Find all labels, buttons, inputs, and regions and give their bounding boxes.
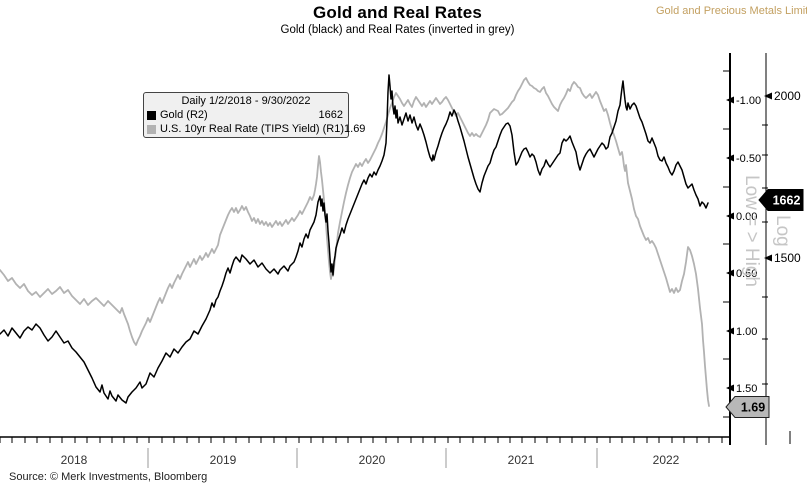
legend-real-rate-value: 1.69 [344, 123, 366, 135]
r1-tick-arrow-icon [726, 154, 734, 162]
r1-tick-label: 1.50 [736, 383, 757, 395]
real-rate-line-series [0, 77, 710, 407]
r1-tick-label: 0.00 [736, 211, 757, 223]
gold-last-value-badge-text: 1662 [773, 194, 801, 208]
legend-gold-label: Gold (R2) [160, 109, 208, 121]
r1-axis-caption-low-high: Low = > High [741, 175, 762, 287]
r1-tick-label: -0.50 [736, 153, 761, 165]
legend-real-rate-label: U.S. 10yr Real Rate (TIPS Yield) (R1) [160, 123, 345, 135]
r2-tick-label: 2000 [774, 89, 801, 103]
real-rate-swatch-icon [147, 124, 156, 134]
r1-tick-label: 0.50 [736, 268, 757, 280]
legend-gold-value: 1662 [318, 109, 343, 121]
legend-period: Daily 1/2/2018 - 9/30/2022 [181, 95, 311, 107]
real-rate-last-value-badge-text: 1.69 [741, 401, 765, 415]
x-axis-year-label: 2019 [210, 453, 237, 467]
source-attribution: Source: © Merk Investments, Bloomberg [9, 471, 208, 483]
r1-tick-label: -1.00 [736, 95, 761, 107]
watermark-text: Gold and Precious Metals Limited [656, 5, 807, 17]
gold-last-value-badge [758, 189, 804, 211]
r1-tick-arrow-icon [726, 269, 734, 277]
r1-tick-label: 1.00 [736, 326, 757, 338]
x-axis-year-label: 2018 [61, 453, 88, 467]
legend-box: Daily 1/2/2018 - 9/30/2022 Gold (R2) 166… [143, 92, 365, 138]
r2-axis-caption-log: Log [772, 215, 793, 247]
page-title: Gold and Real Rates [312, 3, 483, 22]
r2-tick-arrow-icon [764, 254, 772, 262]
legend-row-real-rate: U.S. 10yr Real Rate (TIPS Yield) (R1) 1.… [144, 122, 365, 136]
x-axis-year-label: 2021 [508, 453, 535, 467]
gold-swatch-icon [147, 110, 156, 120]
r1-tick-arrow-icon [726, 96, 734, 104]
gold-line-series [0, 74, 709, 404]
real-rate-last-value-badge [725, 396, 770, 418]
x-axis-year-label: 2020 [359, 453, 386, 467]
legend-row-gold: Gold (R2) 1662 [144, 108, 348, 122]
r1-tick-arrow-icon [726, 384, 734, 392]
r1-tick-arrow-icon [726, 327, 734, 335]
r2-tick-arrow-icon [764, 92, 772, 100]
x-axis-year-label: 2022 [653, 453, 680, 467]
chart-subtitle: Gold (black) and Real Rates (inverted in… [280, 24, 515, 36]
r1-tick-arrow-icon [726, 212, 734, 220]
r2-tick-label: 1500 [774, 251, 801, 265]
